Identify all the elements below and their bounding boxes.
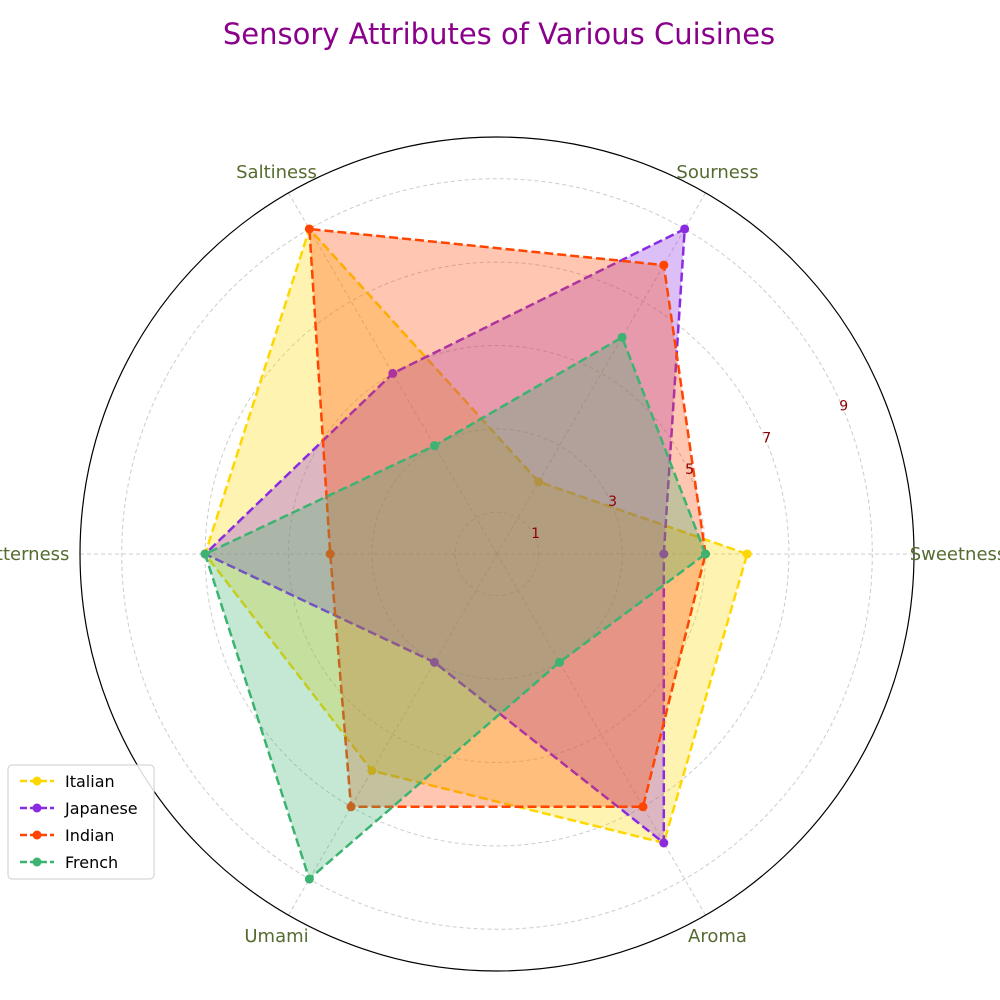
grid-circle [371,428,623,680]
legend-item: Japanese [20,799,138,818]
data-point [304,874,314,884]
legend-marker [32,830,42,840]
axis-labels: 1 3 5 7 9 Sweetness Sourness Saltiness Bitternes… [0,162,1000,947]
legend-label: French [65,853,118,872]
data-point [346,802,356,812]
legend-box [7,764,155,880]
data-point [429,441,439,451]
legend-label: Italian [65,772,115,791]
series-area [205,337,706,879]
tick-label: 1 [531,526,540,542]
axis-label-sourness: Sourness [676,162,758,183]
data-point [429,657,439,667]
grid-circle [121,178,873,930]
series-french [200,332,710,884]
data-point [680,224,690,234]
data-point [659,838,669,848]
grid-circle [454,511,540,597]
tick-label: 3 [608,494,617,510]
legend-item: Italian [20,772,115,791]
series-indian [304,224,710,812]
legend-label: Indian [65,826,114,845]
data-point [659,549,669,559]
legend: Italian Japanese Indian French [7,764,155,880]
grid-circle [204,261,790,847]
axis-label-saltiness: Saltiness [236,162,317,183]
data-point [742,549,752,559]
tick-label: 5 [685,462,694,478]
legend-marker [32,776,42,786]
series-area [309,229,706,807]
outer-frame [79,136,915,972]
axis-label-aroma: Aroma [688,926,747,947]
legend-item: French [20,853,118,872]
legend-marker [32,803,42,813]
data-point [325,549,335,559]
tick-label: 9 [839,398,848,414]
data-point [617,332,627,342]
series-area [205,229,685,843]
data-point [200,549,210,559]
data-point [534,477,544,487]
legend-item: Indian [20,826,114,845]
data-point [659,260,669,270]
data-point [638,802,648,812]
grid [79,136,915,972]
chart-title: Sensory Attributes of Various Cuisines [223,17,775,51]
axis-label-bitterness: Bitterness [0,544,69,565]
legend-marker [32,857,42,867]
data-point [388,368,398,378]
axis-label-sweetness: Sweetness [910,544,1000,565]
data-point [555,657,565,667]
axis-label-umami: Umami [244,926,308,947]
legend-label: Japanese [64,799,138,818]
data-point [367,766,377,776]
tick-label: 7 [762,430,771,446]
series-layer [200,224,752,884]
data-point [304,224,314,234]
data-point [701,549,710,559]
